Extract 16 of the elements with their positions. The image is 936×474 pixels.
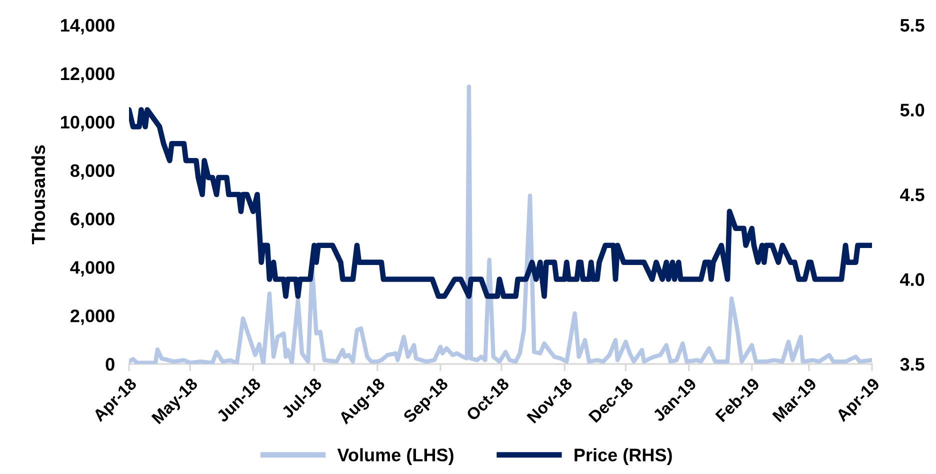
y-axis-title: Thousands <box>31 145 46 244</box>
y-tick-label: 4,000 <box>70 261 114 276</box>
legend-label: Price (RHS) <box>574 448 672 465</box>
y2-tick-label: 4.5 <box>900 188 924 202</box>
y-tick-label: 0 <box>106 358 114 371</box>
y-tick-label: 12,000 <box>61 67 114 83</box>
y-tick-label: 10,000 <box>61 116 114 132</box>
y2-tick-label: 5.5 <box>900 19 924 32</box>
y2-tick-label: 3.5 <box>900 358 924 371</box>
y-tick-label: 2,000 <box>70 310 114 325</box>
y2-tick-label: 5.0 <box>900 104 924 116</box>
y-tick-label: 6,000 <box>70 212 114 228</box>
legend-label: Volume (LHS) <box>337 448 454 465</box>
y-tick-label: 14,000 <box>61 18 114 34</box>
y-tick-label: 8,000 <box>70 164 114 180</box>
y2-tick-label: 4.0 <box>900 273 924 286</box>
